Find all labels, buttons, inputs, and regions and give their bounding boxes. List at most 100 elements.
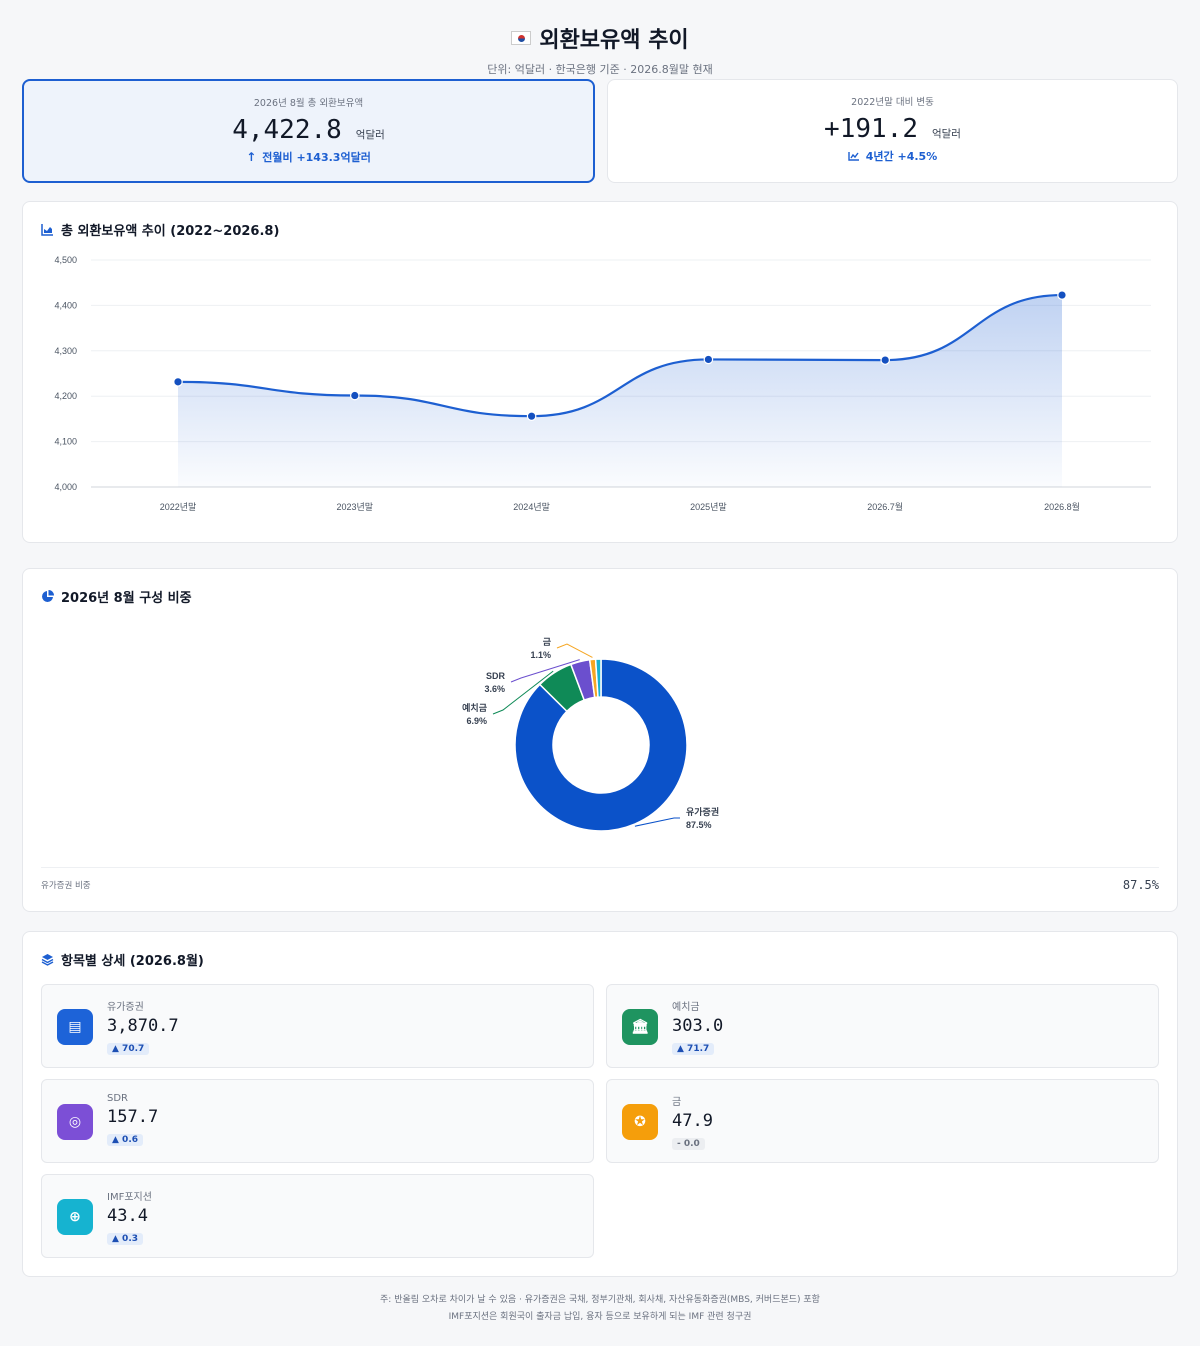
y-tick-label: 4,500 (54, 255, 77, 265)
footnote-line-2: IMF포지션은 회원국이 출자금 납입, 융자 등으로 보유하게 되는 IMF … (448, 1312, 752, 1322)
pie-leader-line (556, 643, 593, 658)
detail-value: 157.7 (107, 1107, 159, 1127)
y-tick-label: 4,100 (54, 437, 77, 447)
y-tick-label: 4,300 (54, 346, 77, 356)
pie-label-percent: 3.6% (484, 684, 505, 694)
kpi-delta: ↑ 전월비 +143.3억달러 (24, 149, 593, 165)
pie-slice (594, 658, 602, 698)
x-tick-label: 2025년말 (690, 501, 727, 512)
globe-icon: ⊕ (57, 1199, 93, 1235)
page-subtitle: 단위: 억달러 · 한국은행 기준 · 2026.8월말 현재 (487, 63, 713, 76)
detail-label: SDR (107, 1093, 128, 1104)
series-line (177, 293, 1063, 418)
arrow-up-icon: ↑ (246, 150, 257, 164)
detail-title: 항목별 상세 (2026.8월) (41, 950, 204, 969)
y-tick-label: 4,200 (54, 391, 77, 401)
detail-item-imf-position[interactable]: ⊕ IMF포지션 43.4 ▲ 0.3 (41, 1174, 594, 1258)
pie-slice (514, 658, 688, 832)
detail-label: 예치금 (672, 1002, 700, 1013)
composition-footer: 유가증권 비중 87.5% (41, 867, 1159, 892)
trend-chart: 4,000 4,100 4,200 4,300 4,400 4,500 2022년말 2023… (54, 255, 1151, 512)
document-icon: ▤ (57, 1009, 93, 1045)
pie-label-name: SDR (486, 671, 506, 681)
kpi-unit: 억달러 (931, 128, 961, 140)
detail-value: 47.9 (672, 1111, 713, 1131)
composition-title-text: 2026년 8월 구성 비중 (61, 591, 192, 606)
kpi-row: 2026년 8월 총 외환보유액 4,422.8 억달러 ↑ 전월비 +143.… (22, 79, 1178, 183)
kpi-change-since-2022[interactable]: 2022년말 대비 변동 +191.2 억달러 4년간 +4.5% (607, 79, 1178, 183)
detail-change-badge: - 0.0 (672, 1138, 705, 1150)
detail-title-text: 항목별 상세 (2026.8월) (61, 954, 204, 969)
data-point (880, 355, 890, 365)
kpi-unit: 억달러 (355, 129, 385, 141)
detail-label: 금 (672, 1097, 682, 1108)
page-header: 외환보유액 추이 단위: 억달러 · 한국은행 기준 · 2026.8월말 현재 (0, 0, 1200, 78)
x-tick-label: 2026.7월 (867, 501, 903, 512)
detail-item-sdr[interactable]: ◎ SDR 157.7 ▲ 0.6 (41, 1079, 594, 1163)
series-area (178, 295, 1062, 487)
pie-leader-line (510, 659, 580, 683)
detail-label: 유가증권 (107, 1002, 144, 1013)
pie-chart-icon (42, 590, 54, 602)
x-tick-label: 2022년말 (160, 501, 197, 512)
kpi-value-row: 4,422.8 억달러 (24, 115, 593, 145)
pie-label-percent: 6.9% (466, 716, 487, 726)
composition-pie-chart: 유가증권 87.5% 예치금 6.9% SDR 3.6% 금 1.1% (462, 637, 719, 832)
pie-label-name: 유가증권 (686, 806, 719, 817)
trend-chart-title-text: 총 외환보유액 추이 (2022~2026.8) (61, 224, 280, 239)
pie-leader-line (634, 817, 680, 827)
kpi-label: 2022년말 대비 변동 (851, 97, 934, 108)
data-point (1057, 290, 1067, 300)
trend-chart-card: 총 외환보유액 추이 (2022~2026.8) 4,000 4,100 4,200… (22, 201, 1178, 543)
detail-value: 303.0 (672, 1016, 724, 1036)
kpi-delta-text: 전월비 +143.3억달러 (262, 151, 371, 164)
pie-label-percent: 1.1% (530, 650, 551, 660)
bank-icon: 🏛 (622, 1009, 658, 1045)
detail-change-badge: ▲ 0.3 (107, 1233, 143, 1245)
data-point (173, 377, 183, 387)
detail-card: 항목별 상세 (2026.8월) ▤ 유가증권 3,870.7 ▲ 70.7 🏛… (22, 931, 1178, 1277)
x-tick-label: 2024년말 (513, 501, 550, 512)
page-title-text: 외환보유액 추이 (539, 28, 689, 53)
composition-footer-value: 87.5% (1122, 878, 1159, 892)
detail-change-badge: ▲ 0.6 (107, 1134, 143, 1146)
data-point (703, 354, 714, 365)
kpi-value: 4,422.8 (232, 115, 342, 145)
layers-icon (41, 954, 54, 966)
x-tick-label: 2026.8월 (1044, 501, 1080, 512)
footnote-line-1: 주: 반올림 오차로 차이가 날 수 있음 · 유가증권은 국채, 정부기관채,… (380, 1295, 820, 1305)
trend-chart-title: 총 외환보유액 추이 (2022~2026.8) (41, 220, 279, 239)
detail-item-deposits[interactable]: 🏛 예치금 303.0 ▲ 71.7 (606, 984, 1159, 1068)
detail-item-gold[interactable]: ✪ 금 47.9 - 0.0 (606, 1079, 1159, 1163)
kpi-value: +191.2 (824, 114, 918, 144)
composition-footer-label: 유가증권 비중 (41, 881, 91, 891)
pie-leader-line (492, 670, 554, 715)
korea-flag-icon (511, 31, 532, 45)
footnote: 주: 반올림 오차로 차이가 날 수 있음 · 유가증권은 국채, 정부기관채,… (0, 1292, 1200, 1326)
kpi-delta: 4년간 +4.5% (608, 148, 1177, 164)
composition-title: 2026년 8월 구성 비중 (41, 587, 192, 606)
detail-label: IMF포지션 (107, 1192, 152, 1203)
data-point (349, 390, 360, 401)
trend-icon (848, 152, 859, 161)
medal-icon: ✪ (622, 1104, 658, 1140)
data-point (526, 411, 537, 421)
composition-card: 2026년 8월 구성 비중 유가증권 87.5% 예치금 6.9% SDR 3.6% 금 1… (22, 568, 1178, 912)
coins-icon: ◎ (57, 1104, 93, 1140)
pie-label-name: 금 (543, 637, 552, 647)
pie-label-percent: 87.5% (686, 820, 712, 830)
kpi-delta-text: 4년간 +4.5% (865, 150, 938, 163)
detail-grid: ▤ 유가증권 3,870.7 ▲ 70.7 🏛 예치금 303.0 ▲ 71.7… (41, 984, 1159, 1258)
x-tick-label: 2023년말 (337, 501, 374, 512)
detail-value: 3,870.7 (107, 1016, 179, 1036)
y-tick-label: 4,000 (54, 482, 77, 492)
detail-change-badge: ▲ 71.7 (672, 1043, 715, 1055)
kpi-total-reserves[interactable]: 2026년 8월 총 외환보유액 4,422.8 억달러 ↑ 전월비 +143.… (22, 79, 595, 183)
detail-value: 43.4 (107, 1206, 148, 1226)
y-tick-label: 4,400 (54, 300, 77, 310)
page-title: 외환보유액 추이 (0, 22, 1200, 54)
area-chart-icon (41, 224, 53, 236)
pie-label-name: 예치금 (462, 702, 488, 713)
detail-change-badge: ▲ 70.7 (107, 1043, 150, 1055)
detail-item-securities[interactable]: ▤ 유가증권 3,870.7 ▲ 70.7 (41, 984, 594, 1068)
